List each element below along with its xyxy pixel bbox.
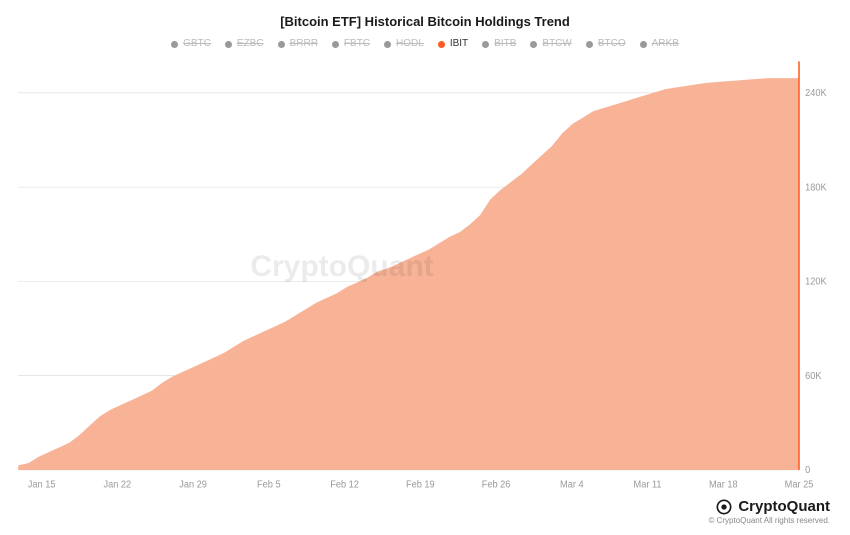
legend-item-ezbc[interactable]: EZBC [225,39,264,49]
svg-text:0: 0 [805,465,810,476]
legend-label: ARKB [652,39,679,49]
legend-item-hodl[interactable]: HODL [384,39,424,49]
svg-text:120K: 120K [805,276,827,287]
legend-dot-icon [482,41,489,48]
legend-label: FBTC [344,39,370,49]
legend-dot-icon [225,41,232,48]
legend-dot-icon [438,41,445,48]
svg-text:Mar 4: Mar 4 [560,479,584,490]
svg-text:Jan 15: Jan 15 [28,479,56,490]
brand-text: CryptoQuant [738,498,830,515]
svg-text:Jan 22: Jan 22 [104,479,132,490]
legend-item-brrr[interactable]: BRRR [278,39,318,49]
legend-label: HODL [396,39,424,49]
chart-container: [Bitcoin ETF] Historical Bitcoin Holding… [0,0,850,535]
legend-item-ibit[interactable]: IBIT [438,39,468,49]
legend-dot-icon [171,41,178,48]
svg-text:Feb 5: Feb 5 [257,479,281,490]
legend-item-arkb[interactable]: ARKB [640,39,679,49]
legend-item-fbtc[interactable]: FBTC [332,39,370,49]
copyright-text: © CryptoQuant All rights reserved. [709,516,831,525]
svg-text:Mar 18: Mar 18 [709,479,738,490]
svg-text:240K: 240K [805,88,827,99]
legend-dot-icon [640,41,647,48]
svg-text:Feb 12: Feb 12 [330,479,359,490]
legend-item-btcw[interactable]: BTCW [530,39,571,49]
chart-title: [Bitcoin ETF] Historical Bitcoin Holding… [10,14,840,29]
svg-text:Mar 25: Mar 25 [785,479,814,490]
svg-text:Feb 19: Feb 19 [406,479,435,490]
legend-dot-icon [530,41,537,48]
legend-label: BITB [494,39,516,49]
footer: CryptoQuant © CryptoQuant All rights res… [10,498,840,525]
brand-icon [716,499,732,515]
legend-label: BTCO [598,39,626,49]
brand-logo: CryptoQuant [716,498,830,515]
legend-dot-icon [332,41,339,48]
legend: GBTC EZBC BRRR FBTC HODL IBIT BITB BTCW BTCO ARKB [10,39,840,49]
legend-item-bitb[interactable]: BITB [482,39,516,49]
svg-text:Jan 29: Jan 29 [179,479,207,490]
legend-label: IBIT [450,39,468,49]
svg-text:60K: 60K [805,371,822,382]
legend-label: EZBC [237,39,264,49]
legend-dot-icon [384,41,391,48]
svg-text:Mar 11: Mar 11 [634,479,662,490]
legend-label: BRRR [290,39,318,49]
legend-item-gbtc[interactable]: GBTC [171,39,211,49]
legend-dot-icon [278,41,285,48]
svg-text:180K: 180K [805,182,827,193]
svg-text:Feb 26: Feb 26 [482,479,511,490]
chart-area: 0 60K 120K 180K 240K Jan 15 Jan 22 Jan 29 Feb 5 F… [10,57,840,494]
legend-label: BTCW [542,39,571,49]
legend-item-btco[interactable]: BTCO [586,39,626,49]
legend-dot-icon [586,41,593,48]
legend-label: GBTC [183,39,211,49]
